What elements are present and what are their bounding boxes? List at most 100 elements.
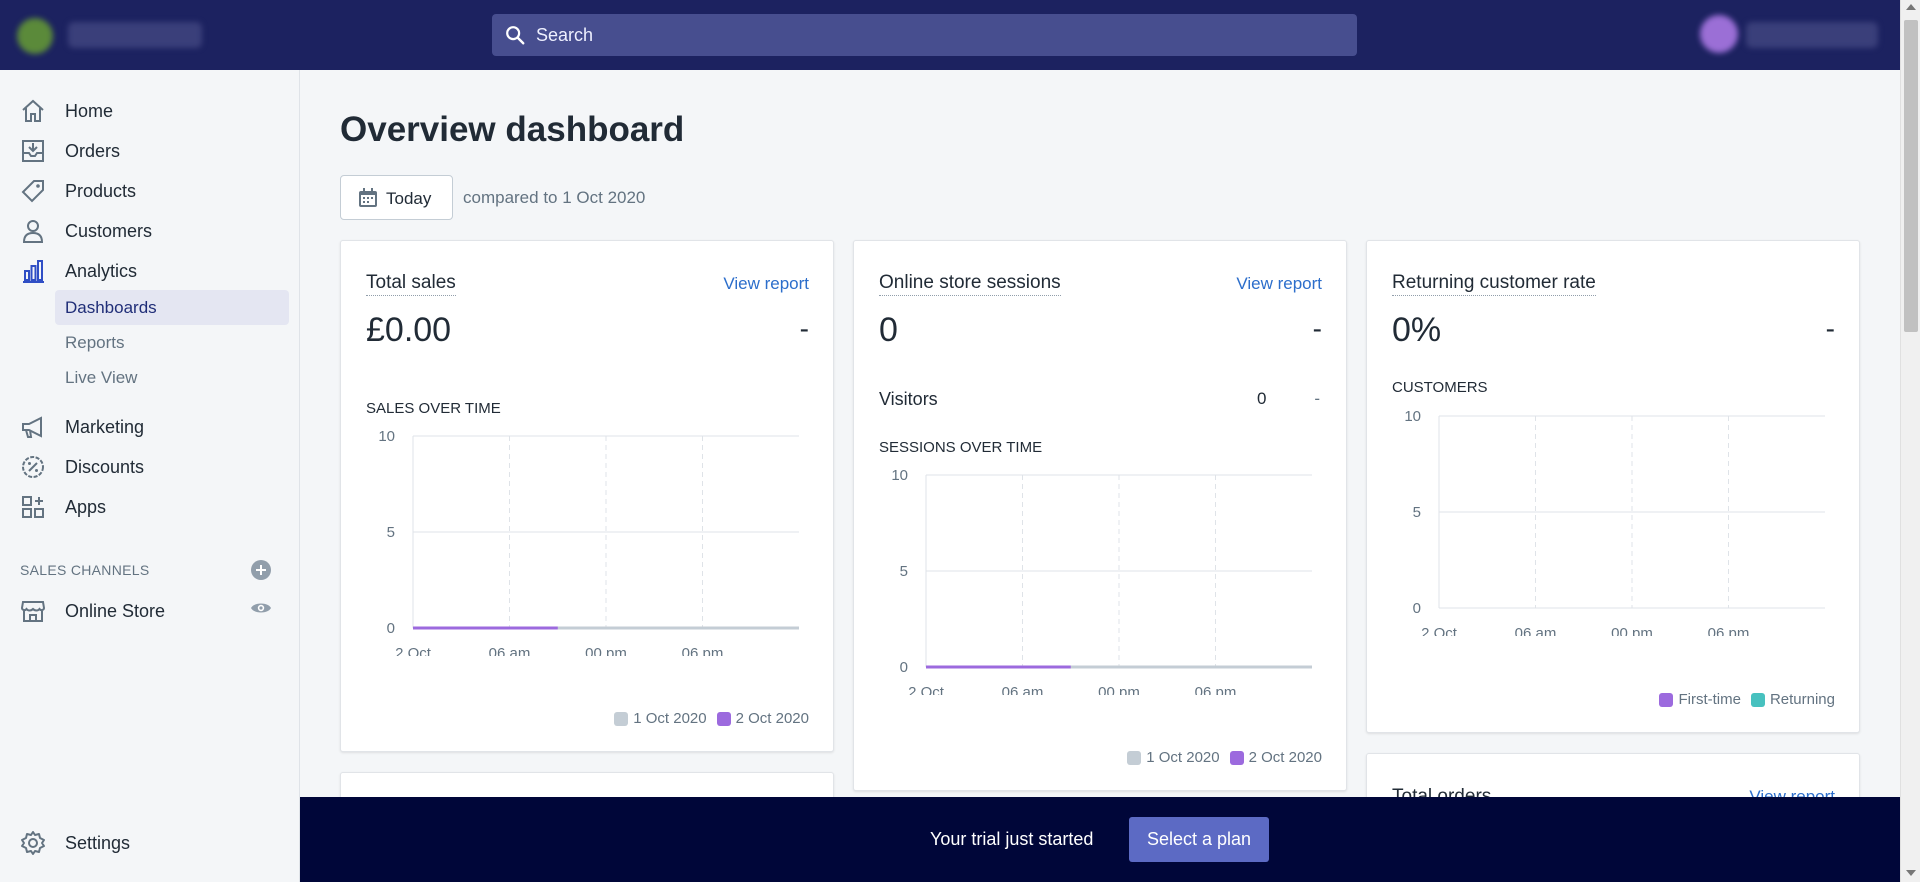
metric-value: £0.00: [366, 311, 452, 349]
sidebar-subitem-label: Reports: [65, 333, 125, 352]
legend-item: 1 Oct 2020: [1127, 749, 1220, 766]
sidebar-item-label: Settings: [65, 832, 131, 853]
sidebar-item-label: Products: [65, 180, 137, 201]
card-title[interactable]: Online store sessions: [879, 272, 1061, 296]
sidebar-item-orders[interactable]: Orders: [0, 133, 300, 169]
select-plan-button[interactable]: Select a plan: [1129, 817, 1269, 862]
x-tick-label: 00 pm: [585, 645, 627, 656]
chart-legend: First-time Returning: [1659, 691, 1835, 708]
eye-icon[interactable]: [250, 600, 272, 616]
trial-banner-text: Your trial just started: [930, 829, 1094, 849]
date-range-label: Today: [386, 189, 432, 208]
legend-item: 1 Oct 2020: [614, 710, 707, 727]
sidebar-item-label: Analytics: [65, 260, 138, 281]
date-range-button[interactable]: Today: [340, 175, 453, 220]
store-logo[interactable]: [17, 18, 53, 54]
legend-label: 2 Oct 2020: [735, 710, 809, 727]
sessions-over-time-chart: 0 5 10 2 Oct 06 am 00 pm 06 pm: [891, 467, 1312, 695]
y-tick-label: 5: [1413, 504, 1421, 521]
sidebar-item-label: Marketing: [65, 416, 145, 437]
sidebar-item-online-store[interactable]: Online Store: [0, 593, 300, 629]
legend-swatch: [1127, 750, 1142, 765]
sidebar-item-analytics[interactable]: Analytics: [0, 253, 300, 289]
scroll-up-arrow-icon[interactable]: [1906, 4, 1916, 10]
x-tick-label: 06 am: [1515, 625, 1557, 636]
bar-chart-icon: [23, 260, 44, 283]
sales-over-time-chart: 0 5 10 2 Oct 06 am 00 pm 06 pm: [378, 428, 799, 656]
chart-legend: 1 Oct 2020 2 Oct 2020: [1127, 749, 1322, 766]
legend-label: 1 Oct 2020: [1146, 749, 1220, 766]
sidebar-item-label: Orders: [65, 140, 121, 161]
legend-swatch: [1659, 692, 1674, 707]
y-tick-label: 10: [891, 467, 908, 484]
search-bar[interactable]: [492, 14, 1357, 56]
sidebar-item-label: Customers: [65, 220, 153, 241]
online-store-sessions-card: Online store sessions View report 0 - Vi…: [853, 240, 1347, 791]
legend-label: 1 Oct 2020: [633, 710, 707, 727]
search-input[interactable]: [536, 14, 1336, 56]
x-tick-label: 00 pm: [1098, 684, 1140, 695]
search-icon: [506, 26, 525, 45]
chart-heading: SESSIONS OVER TIME: [879, 439, 1043, 456]
visitors-change: -: [1314, 389, 1320, 408]
scroll-thumb[interactable]: [1904, 20, 1918, 332]
x-tick-label: 00 pm: [1611, 625, 1653, 636]
sidebar-item-reports[interactable]: Reports: [55, 325, 289, 360]
card-title[interactable]: Total sales: [366, 272, 456, 296]
user-name[interactable]: [1746, 22, 1878, 48]
page-title: Overview dashboard: [340, 110, 685, 149]
sidebar-item-discounts[interactable]: Discounts: [0, 449, 300, 485]
sidebar: Home Orders Products Customers Analytics…: [0, 70, 300, 882]
x-tick-label: 06 pm: [682, 645, 724, 656]
page-scrollbar[interactable]: [1900, 0, 1920, 882]
customers-chart: 0 5 10 2 Oct 06 am 00 pm 06 pm: [1404, 408, 1825, 636]
sidebar-item-products[interactable]: Products: [0, 173, 300, 209]
x-tick-label: 06 am: [489, 645, 531, 656]
store-icon: [20, 601, 46, 622]
user-avatar[interactable]: [1700, 15, 1738, 53]
discount-icon: [22, 456, 44, 478]
sidebar-item-live-view[interactable]: Live View: [55, 360, 289, 395]
sidebar-item-dashboards[interactable]: Dashboards: [55, 290, 289, 325]
metric-change: -: [1312, 313, 1322, 344]
top-bar: [0, 0, 1900, 70]
orders-icon: [22, 140, 44, 162]
y-tick-label: 0: [387, 620, 395, 637]
chart-heading: SALES OVER TIME: [366, 400, 501, 417]
home-icon: [22, 99, 44, 122]
total-sales-card: Total sales View report £0.00 - SALES OV…: [340, 240, 834, 752]
legend-item: 2 Oct 2020: [1229, 749, 1322, 766]
scroll-down-arrow-icon[interactable]: [1906, 870, 1916, 876]
metric-value: 0: [879, 311, 898, 349]
add-sales-channel-icon[interactable]: [251, 560, 271, 580]
x-tick-label: 06 pm: [1195, 684, 1237, 695]
sidebar-item-home[interactable]: Home: [0, 93, 300, 129]
metric-value: 0%: [1392, 311, 1442, 349]
visitors-value: 0: [1257, 389, 1267, 408]
card-title[interactable]: Returning customer rate: [1392, 272, 1596, 296]
x-tick-label: 06 am: [1002, 684, 1044, 695]
sidebar-item-marketing[interactable]: Marketing: [0, 409, 300, 445]
sidebar-item-apps[interactable]: Apps: [0, 489, 300, 525]
legend-swatch: [1229, 750, 1244, 765]
x-tick-label: 2 Oct: [908, 684, 945, 695]
sidebar-item-label: Apps: [65, 496, 107, 517]
y-tick-label: 10: [1404, 408, 1421, 425]
legend-item: Returning: [1750, 691, 1835, 708]
calendar-icon: [359, 188, 377, 207]
metric-change: -: [1825, 313, 1835, 344]
chart-heading: CUSTOMERS: [1392, 379, 1488, 396]
view-report-link[interactable]: View report: [1236, 274, 1322, 293]
view-report-link[interactable]: View report: [723, 274, 809, 293]
sidebar-item-label: Online Store: [65, 600, 166, 621]
legend-item: 2 Oct 2020: [716, 710, 809, 727]
sidebar-item-customers[interactable]: Customers: [0, 213, 300, 249]
megaphone-icon: [22, 416, 42, 438]
sidebar-item-label: Home: [65, 100, 114, 121]
legend-swatch: [716, 711, 731, 726]
y-tick-label: 5: [900, 563, 908, 580]
sidebar-item-settings[interactable]: Settings: [0, 825, 300, 861]
store-name[interactable]: [68, 22, 202, 48]
tag-icon: [21, 180, 44, 203]
apps-icon: [22, 496, 44, 518]
